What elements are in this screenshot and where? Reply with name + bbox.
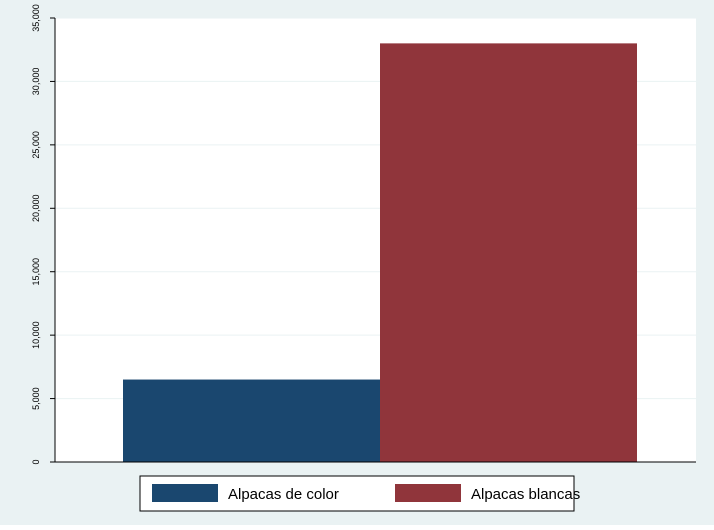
y-tick-label: 20,000 [31,195,41,223]
y-tick-label: 35,000 [31,4,41,32]
y-tick-label: 10,000 [31,321,41,349]
bars [123,43,637,462]
legend-swatch [395,484,461,502]
y-tick-label: 0 [31,459,41,464]
legend-box [139,475,575,512]
y-tick-label: 15,000 [31,258,41,286]
bar-alpacas-blancas [380,43,637,462]
legend: Alpacas de color Alpacas blancas [139,475,580,512]
y-axis: 0 5,000 10,000 15,000 20,000 25,000 30,000 35,0… [31,4,696,465]
legend-label: Alpacas de color [228,486,339,503]
bar-alpacas-de-color [123,379,380,462]
y-tick-label: 30,000 [31,68,41,96]
legend-swatch [152,484,218,502]
legend-label: Alpacas blancas [471,486,580,503]
y-tick-label: 5,000 [31,387,41,410]
y-tick-label: 25,000 [31,131,41,159]
